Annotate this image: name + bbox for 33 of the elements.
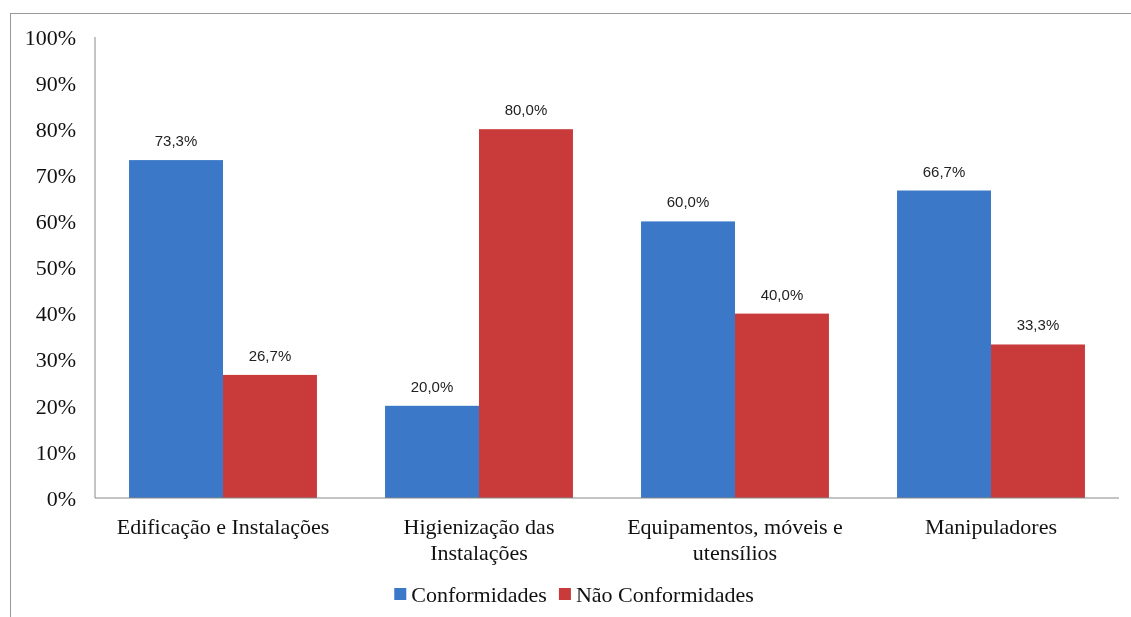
bar [385,405,479,498]
data-label: 26,7% [248,346,292,364]
y-tick-label: 80% [35,116,76,142]
y-tick-label: 70% [35,163,76,188]
y-tick-label: 60% [35,209,76,235]
legend-label: Conformidades [411,581,547,607]
x-tick-label: Manipuladores [925,514,1057,539]
data-label: 66,7% [922,162,966,180]
data-label: 80,0% [504,101,548,119]
data-label: 20,0% [410,377,454,395]
y-tick-label: 90% [35,70,76,96]
bar [223,374,317,498]
bar [991,344,1085,498]
bar [479,129,573,498]
data-label: 60,0% [666,193,710,211]
bar [735,313,829,498]
data-label: 73,3% [154,132,198,150]
y-tick-label: 100% [24,24,76,50]
bar [129,160,223,498]
y-tick-label: 20% [35,393,76,419]
y-tick-label: 10% [35,439,76,465]
data-label: 33,3% [1016,316,1060,334]
x-tick-label: Higienização das Instalações [403,514,555,565]
bar [641,221,735,498]
y-tick-label: 40% [35,301,76,327]
y-tick-label: 30% [35,347,76,373]
x-tick-label: Equipamentos, móveis e utensílios [627,514,843,565]
x-tick-label: Edificação e Instalações [116,514,330,539]
legend-label: Não Conformidades [575,581,754,607]
data-label: 40,0% [760,285,804,303]
bar [897,190,991,498]
y-tick-label: 0% [46,485,76,511]
y-tick-label: 50% [35,255,76,281]
